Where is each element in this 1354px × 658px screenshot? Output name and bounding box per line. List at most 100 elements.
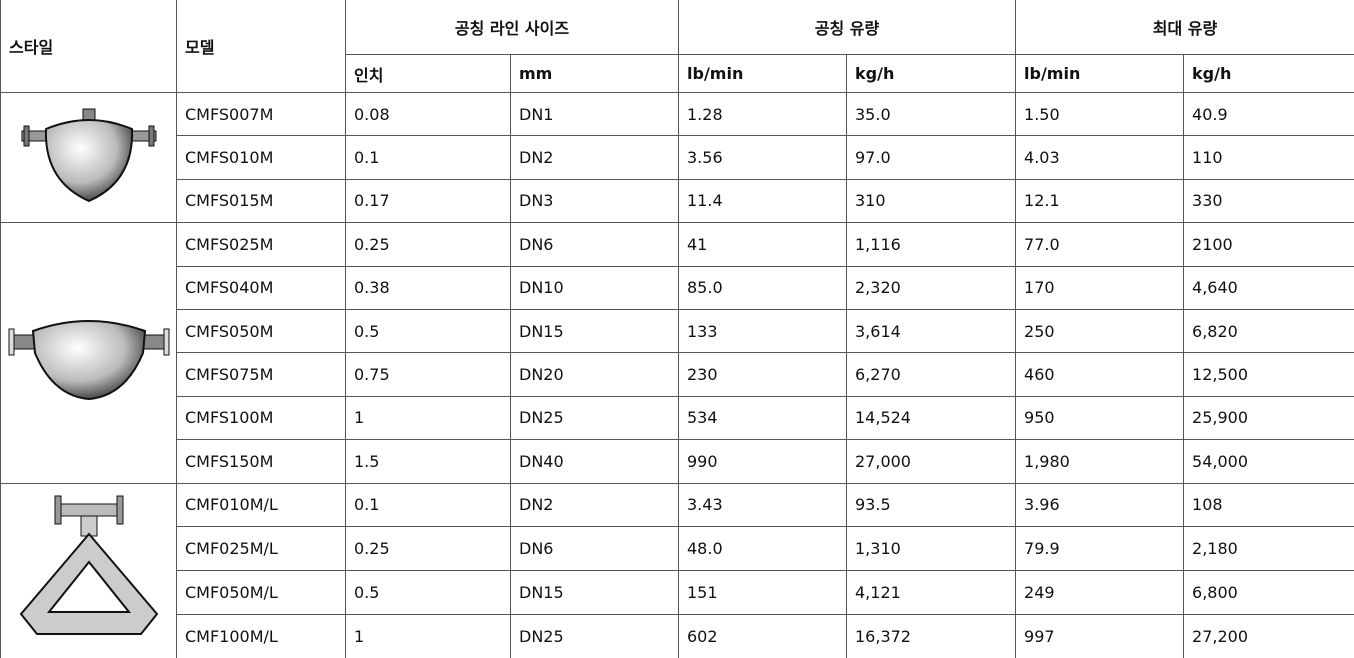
table-cell: 249 xyxy=(1015,570,1185,615)
table-cell: CMFS040M xyxy=(176,265,346,310)
table-cell: CMFS100M xyxy=(176,395,346,441)
table-cell: 110 xyxy=(1183,135,1354,180)
header-cell: kg/h xyxy=(1183,54,1354,93)
table-cell: 4.03 xyxy=(1015,135,1185,180)
header-row: 스타일 모델 공칭 라인 사이즈 공칭 유량 최대 유량 xyxy=(0,0,1354,93)
table-cell: 1.28 xyxy=(678,91,847,137)
table-row: CMFS075M 0.75 DN20 230 6,270 460 12,500 xyxy=(1,352,1354,397)
meter-icon xyxy=(8,319,169,400)
table-cell: 35.0 xyxy=(845,91,1017,137)
header-cell: lb/min xyxy=(1015,54,1185,93)
table-cell: 48.0 xyxy=(678,526,847,572)
table-cell: 0.25 xyxy=(345,222,511,267)
table-row: CMFS007M 0.08 DN1 1.28 35.0 1.50 40.9 xyxy=(0,91,1354,224)
style-cell xyxy=(0,482,177,658)
table-cell: CMFS150M xyxy=(176,439,346,484)
header-cell: 최대 유량 xyxy=(1015,0,1354,55)
table-cell: 0.75 xyxy=(345,352,511,397)
table-cell: DN25 xyxy=(510,395,679,441)
table-cell: 77.0 xyxy=(1015,222,1185,267)
table-cell: 25,900 xyxy=(1183,395,1354,441)
table-cell: CMF025M/L xyxy=(176,526,346,572)
table-cell: 3.56 xyxy=(678,135,847,180)
table-cell: 85.0 xyxy=(678,265,847,310)
table-cell: 1,116 xyxy=(845,222,1017,267)
table-cell: DN6 xyxy=(510,222,679,267)
table-cell: 1,980 xyxy=(1015,439,1185,484)
meter-icon xyxy=(19,495,158,635)
table-cell: DN10 xyxy=(510,265,679,310)
meter-icon xyxy=(21,108,156,202)
table-cell: 12,500 xyxy=(1183,352,1354,397)
header-cell: lb/min xyxy=(678,54,847,93)
table-cell: DN1 xyxy=(510,91,679,137)
table-cell: 3.96 xyxy=(1015,482,1185,528)
table-cell: DN20 xyxy=(510,352,679,397)
table-cell: 1 xyxy=(345,613,511,658)
table-cell: 997 xyxy=(1015,613,1185,658)
header-cell: 모델 xyxy=(176,0,346,93)
table-cell: CMFS010M xyxy=(176,135,346,180)
table-cell: DN40 xyxy=(510,439,679,484)
table-cell: 2100 xyxy=(1183,222,1354,267)
table-cell: DN15 xyxy=(510,308,679,354)
table-cell: 1 xyxy=(345,395,511,441)
table-row: CMFS040M 0.38 DN10 85.0 2,320 170 4,640 xyxy=(1,265,1354,310)
table-cell: 0.17 xyxy=(345,178,511,224)
table-cell: DN6 xyxy=(510,526,679,572)
header-cell: mm xyxy=(510,54,679,93)
table-cell: 40.9 xyxy=(1183,91,1354,137)
table-body: CMFS007M 0.08 DN1 1.28 35.0 1.50 40.9 CMFS010M 0… xyxy=(0,91,1354,658)
table-row: CMF025M/L 0.25 DN6 48.0 1,310 79.9 2,180 xyxy=(1,526,1354,572)
table-cell: CMFS075M xyxy=(176,352,346,397)
table-cell: 250 xyxy=(1015,308,1185,354)
table-row: CMF100M/L 1 DN25 602 16,372 997 27,200 xyxy=(1,613,1354,658)
table-row: CMFS010M 0.1 DN2 3.56 97.0 4.03 110 xyxy=(1,135,1354,180)
table-cell: DN2 xyxy=(510,135,679,180)
table-cell: 0.25 xyxy=(345,526,511,572)
table-cell: 1,310 xyxy=(845,526,1017,572)
header-cell: 공칭 라인 사이즈 xyxy=(345,0,679,55)
table-cell: 0.1 xyxy=(345,482,511,528)
table-cell: 27,000 xyxy=(845,439,1017,484)
table-row: CMFS150M 1.5 DN40 990 27,000 1,980 54,000 xyxy=(1,439,1354,484)
table-cell: 0.1 xyxy=(345,135,511,180)
table-cell: CMFS015M xyxy=(176,178,346,224)
table-row: CMFS050M 0.5 DN15 133 3,614 250 6,820 xyxy=(1,308,1354,354)
table-cell: 93.5 xyxy=(845,482,1017,528)
table-cell: 0.08 xyxy=(345,91,511,137)
table-cell: 4,121 xyxy=(845,570,1017,615)
table-cell: 16,372 xyxy=(845,613,1017,658)
table-cell: 990 xyxy=(678,439,847,484)
table-cell: 97.0 xyxy=(845,135,1017,180)
table-cell: 534 xyxy=(678,395,847,441)
table-cell: 0.5 xyxy=(345,308,511,354)
table-cell: 0.38 xyxy=(345,265,511,310)
header-cell: 스타일 xyxy=(0,0,177,93)
table-cell: CMFS007M xyxy=(176,91,346,137)
table-cell: CMF050M/L xyxy=(176,570,346,615)
table-cell: 27,200 xyxy=(1183,613,1354,658)
header-cell: kg/h xyxy=(845,54,1017,93)
table-cell: CMFS025M xyxy=(176,222,346,267)
table-cell: 0.5 xyxy=(345,570,511,615)
table-cell: 79.9 xyxy=(1015,526,1185,572)
table-cell: 1.50 xyxy=(1015,91,1185,137)
table-row: CMF010M/L 0.1 DN2 3.43 93.5 3.96 108 xyxy=(0,482,1354,658)
table-cell: 11.4 xyxy=(678,178,847,224)
table-cell: 4,640 xyxy=(1183,265,1354,310)
table-cell: 3,614 xyxy=(845,308,1017,354)
table-cell: 6,820 xyxy=(1183,308,1354,354)
table-cell: 133 xyxy=(678,308,847,354)
style-cell xyxy=(0,222,177,484)
table-cell: DN3 xyxy=(510,178,679,224)
table-cell: DN2 xyxy=(510,482,679,528)
table-cell: 310 xyxy=(845,178,1017,224)
table-cell: 460 xyxy=(1015,352,1185,397)
style-cell xyxy=(0,91,177,224)
table-cell: 2,180 xyxy=(1183,526,1354,572)
table-cell: 14,524 xyxy=(845,395,1017,441)
table-cell: 41 xyxy=(678,222,847,267)
